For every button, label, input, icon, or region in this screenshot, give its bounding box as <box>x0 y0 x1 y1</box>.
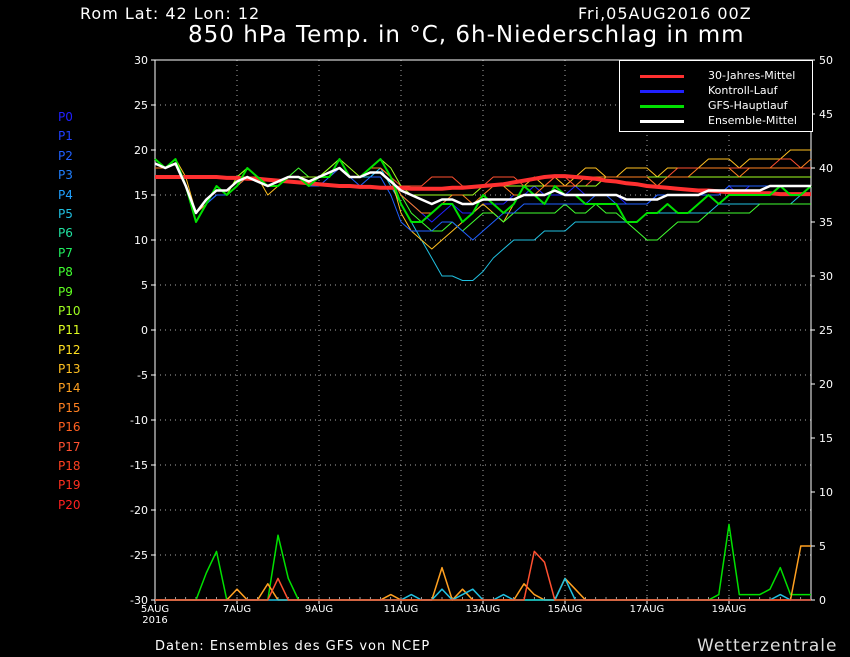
y-tick-label-left: 5 <box>141 279 148 292</box>
member-label-p13: P13 <box>58 362 81 377</box>
legend-label: 30-Jahres-Mittel <box>708 69 796 82</box>
member-label-p11: P11 <box>58 323 81 338</box>
grid <box>155 60 811 600</box>
legend-swatch <box>640 105 684 108</box>
member-label-p14: P14 <box>58 381 81 396</box>
y-tick-label-left: -10 <box>130 414 148 427</box>
member-label-p2: P2 <box>58 148 73 163</box>
y-tick-label-left: -20 <box>130 504 148 517</box>
x-tick-label: 9AUG <box>305 604 333 615</box>
member-label-p8: P8 <box>58 265 73 280</box>
legend-label: Kontroll-Lauf <box>708 84 778 97</box>
chart-title: 850 hPa Temp. in °C, 6h-Niederschlag in … <box>188 22 745 48</box>
x-tick-label: 15AUG <box>548 604 583 615</box>
y-tick-label-left: -25 <box>130 549 148 562</box>
series-niederschlag-p5 <box>155 577 811 601</box>
legend-label: Ensemble-Mittel <box>708 114 797 127</box>
series-p13 <box>155 149 811 250</box>
member-label-p0: P0 <box>58 110 73 124</box>
member-label-p10: P10 <box>58 303 81 318</box>
y-tick-label-right: 15 <box>819 432 833 445</box>
run-datetime: Fri,05AUG2016 00Z <box>578 4 752 23</box>
x-tick-label: 7AUG <box>223 604 251 615</box>
y-tick-label-left: -30 <box>130 594 148 607</box>
member-label-p9: P9 <box>58 284 73 299</box>
y-tick-label-right: 20 <box>819 378 833 391</box>
y-tick-label-left: 25 <box>134 99 148 112</box>
x-tick-label: 19AUG <box>712 604 747 615</box>
x-tick-label: 17AUG <box>630 604 665 615</box>
member-label-p1: P1 <box>58 129 73 144</box>
axes: 302520151050-5-10-15-20-25-3050454035302… <box>130 54 833 626</box>
member-label-p7: P7 <box>58 245 73 260</box>
series-niederschlag-p13 <box>155 545 811 601</box>
legend-item-gfs: GFS-Hauptlauf <box>630 99 810 113</box>
legend-swatch <box>640 90 684 93</box>
member-label-p15: P15 <box>58 400 81 415</box>
series-30-jahres-mittel <box>155 174 811 197</box>
x-tick-label: 2016 <box>142 615 167 626</box>
y-tick-label-right: 5 <box>819 540 826 553</box>
member-label-p20: P20 <box>58 497 81 512</box>
y-tick-label-right: 0 <box>819 594 826 607</box>
member-label-p3: P3 <box>58 168 73 183</box>
data-series <box>154 149 812 601</box>
station-info: Rom Lat: 42 Lon: 12 <box>80 4 261 23</box>
legend-swatch <box>640 75 684 78</box>
legend: 30-Jahres-Mittel Kontroll-Lauf GFS-Haupt… <box>619 60 813 132</box>
y-tick-label-left: 20 <box>134 144 148 157</box>
y-tick-label-right: 10 <box>819 486 833 499</box>
member-label-p5: P5 <box>58 206 73 221</box>
y-tick-label-right: 45 <box>819 108 833 121</box>
x-tick-label: 11AUG <box>384 604 419 615</box>
y-tick-label-left: -5 <box>137 369 148 382</box>
member-list: P0 P1 P2 P3 P4 P5 P6 P7 P8 P9 P10 P11 P12 P13 P14 P15 P1… <box>58 108 81 515</box>
y-tick-label-left: 15 <box>134 189 148 202</box>
y-tick-label-right: 40 <box>819 162 833 175</box>
y-tick-label-left: 10 <box>134 234 148 247</box>
legend-item-control: Kontroll-Lauf <box>630 84 810 98</box>
series-ensemble-mittel <box>154 162 811 215</box>
x-tick-label: 13AUG <box>466 604 501 615</box>
member-label-p12: P12 <box>58 342 81 357</box>
series-niederschlag-p17 <box>155 550 811 601</box>
member-label-p17: P17 <box>58 439 81 454</box>
y-tick-label-right: 50 <box>819 54 833 67</box>
brand-logo: Wetterzentrale <box>697 636 838 656</box>
y-tick-label-right: 25 <box>819 324 833 337</box>
y-tick-label-left: -15 <box>130 459 148 472</box>
y-tick-label-right: 35 <box>819 216 833 229</box>
member-label-p19: P19 <box>58 478 81 493</box>
legend-label: GFS-Hauptlauf <box>708 99 788 112</box>
y-tick-label-left: 30 <box>134 54 148 67</box>
member-label-p18: P18 <box>58 459 81 474</box>
y-tick-label-left: 0 <box>141 324 148 337</box>
x-tick-label: 5AUG <box>141 604 169 615</box>
legend-item-climatology: 30-Jahres-Mittel <box>630 69 810 83</box>
member-label-p16: P16 <box>58 420 81 435</box>
series-gfs-hauptlauf <box>154 158 812 223</box>
legend-swatch <box>640 120 684 123</box>
y-tick-label-right: 30 <box>819 270 833 283</box>
member-label-p6: P6 <box>58 226 73 241</box>
legend-item-ensemble-mean: Ensemble-Mittel <box>630 114 810 128</box>
data-source: Daten: Ensembles des GFS von NCEP <box>155 639 431 654</box>
member-label-p4: P4 <box>58 187 73 202</box>
